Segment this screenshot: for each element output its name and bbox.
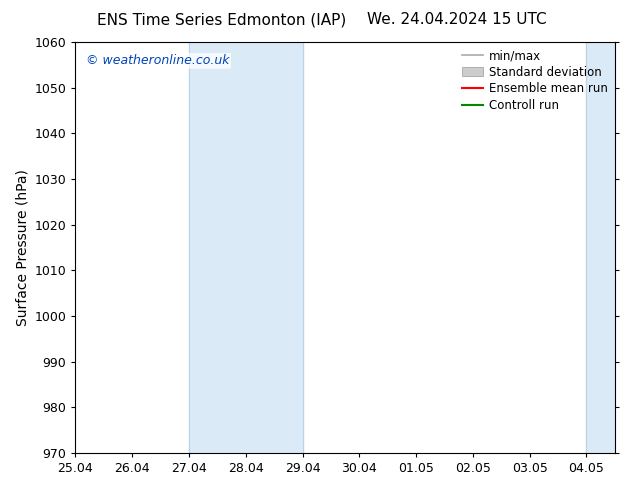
- Text: © weatheronline.co.uk: © weatheronline.co.uk: [86, 54, 230, 68]
- Text: ENS Time Series Edmonton (IAP): ENS Time Series Edmonton (IAP): [97, 12, 347, 27]
- Bar: [586, 42, 634, 453]
- Bar: [189, 42, 302, 453]
- Text: We. 24.04.2024 15 UTC: We. 24.04.2024 15 UTC: [366, 12, 547, 27]
- Legend: min/max, Standard deviation, Ensemble mean run, Controll run: min/max, Standard deviation, Ensemble me…: [457, 45, 612, 117]
- Y-axis label: Surface Pressure (hPa): Surface Pressure (hPa): [15, 169, 29, 326]
